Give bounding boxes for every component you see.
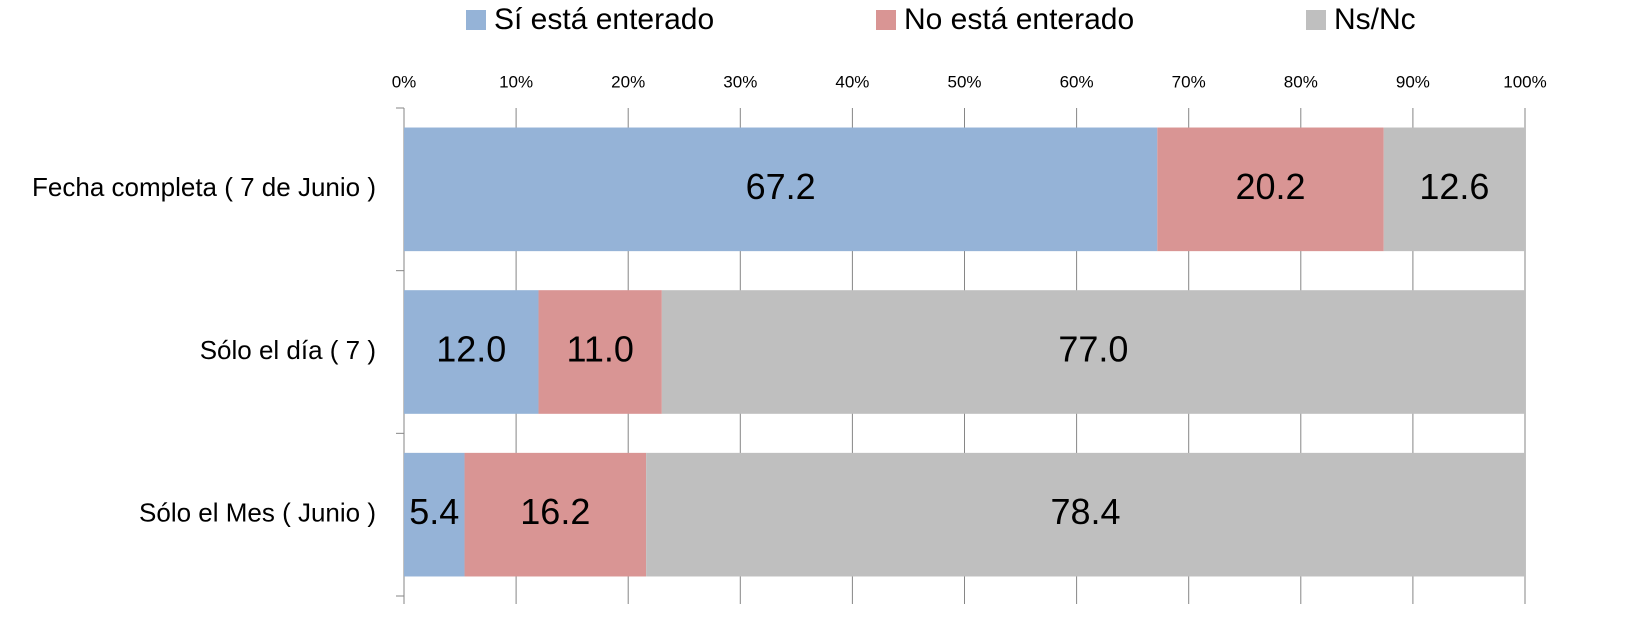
value-label: 12.6 (1419, 166, 1489, 207)
x-tick-label: 20% (611, 72, 645, 91)
value-label: 16.2 (520, 491, 590, 532)
category-label: Sólo el día ( 7 ) (200, 335, 376, 365)
legend-label: Sí está enterado (494, 3, 714, 36)
x-tick-label: 40% (835, 72, 869, 91)
x-tick-label: 70% (1172, 72, 1206, 91)
category-label: Fecha completa ( 7 de Junio ) (32, 172, 376, 202)
bar-segment (538, 290, 662, 414)
legend-label: No está enterado (904, 3, 1134, 36)
bar-segment (646, 452, 1525, 577)
x-tick-label: 10% (499, 72, 533, 91)
value-label: 78.4 (1051, 491, 1121, 532)
x-tick-label: 30% (723, 72, 757, 91)
x-tick-label: 80% (1284, 72, 1318, 91)
bar-segment (404, 127, 1158, 252)
value-label: 67.2 (746, 166, 816, 207)
legend-swatch (876, 10, 896, 30)
bar-segment (661, 290, 1525, 414)
value-label: 12.0 (436, 329, 506, 370)
value-label: 77.0 (1058, 329, 1128, 370)
category-label: Sólo el Mes ( Junio ) (139, 498, 376, 528)
legend-swatch (1306, 10, 1326, 30)
bar-segment (1157, 127, 1384, 252)
legend-label: Ns/Nc (1334, 3, 1416, 36)
x-tick-label: 0% (392, 72, 417, 91)
bar-segment (464, 452, 647, 577)
x-tick-label: 60% (1060, 72, 1094, 91)
bar-segment (1383, 127, 1525, 252)
bar-segment (404, 452, 465, 577)
value-label: 11.0 (566, 329, 633, 370)
value-label: 20.2 (1235, 166, 1305, 207)
x-tick-label: 50% (947, 72, 981, 91)
x-tick-label: 100% (1503, 72, 1546, 91)
bar-segment (404, 290, 539, 414)
x-tick-label: 90% (1396, 72, 1430, 91)
value-label: 5.4 (409, 491, 459, 532)
legend-swatch (466, 10, 486, 30)
